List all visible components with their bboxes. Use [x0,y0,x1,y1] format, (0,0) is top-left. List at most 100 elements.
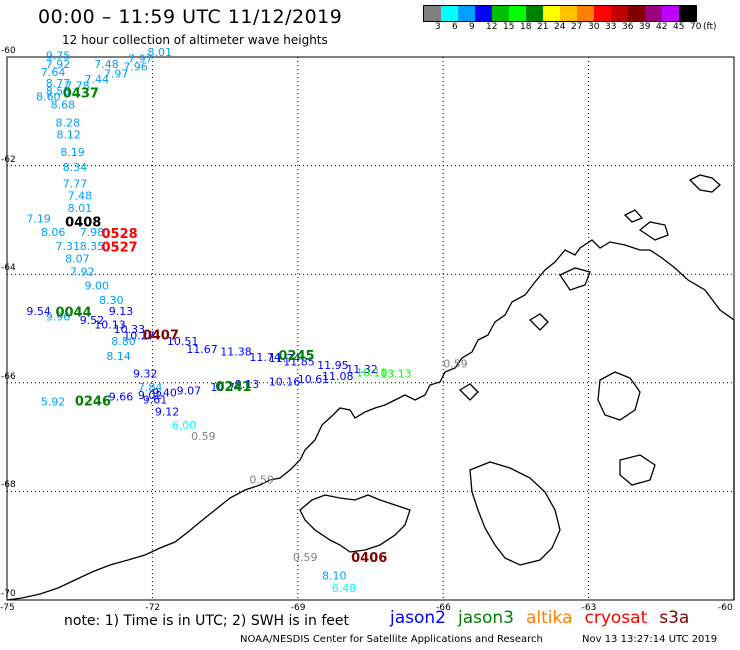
wave-height-value: 8.35 [80,240,105,253]
lat-label: -62 [1,154,16,165]
satellite-name: altika [526,608,573,628]
wave-height-value: 8.53 [46,85,70,98]
satellite-name: s3a [659,608,690,628]
wave-height-value: 8.34 [63,161,87,174]
legend-swatch [594,6,611,21]
legend-label: 33 [605,22,617,32]
wave-height-value: 10.33 [114,323,146,336]
wave-height-value: 8.68 [51,99,75,112]
footer-note: note: 1) Time is in UTC; 2) SWH is in fe… [64,613,350,629]
legend-label: 12 [486,22,498,32]
lat-label: -60 [1,46,16,56]
satellite-name: jason2 [390,608,446,628]
wave-height-value: 9.02 [138,389,163,402]
lat-label: -68 [1,480,16,491]
legend-label: 15 [503,22,515,32]
wave-height-value: 8.06 [41,226,66,239]
wave-height-value: 9.61 [143,393,168,406]
wave-height-value: 9.52 [80,314,105,327]
wave-height-points: 9.75 8.017.977.487.92 7.967.977.447.647.78… [26,46,467,595]
wave-height-value: 9.13 [235,378,260,391]
coastline [6,174,735,601]
wave-height-value: 0.59 [443,358,468,371]
wave-height-value: 8.30 [99,294,124,307]
pass-time-label: 0044 [55,306,91,321]
wave-height-value: 11.74 [269,352,301,365]
wave-height-value: 10.13 [94,319,126,332]
wave-height-value: 7.48 [68,189,93,202]
wave-height-value: 8.01 [68,202,93,215]
wave-height-value: 7.78 [65,80,90,93]
wave-height-value: 6.00 [172,419,197,432]
wave-height-value: 9.12 [155,405,180,418]
wave-height-value: 9.00 [85,279,110,292]
wave-height-value: 9.07 [177,385,202,398]
wave-height-value: 7.64 [41,66,66,79]
wave-height-value: 10.61 [298,373,330,386]
lon-label: -66 [436,603,451,613]
wave-height-value: 6.48 [332,582,357,595]
wave-height-value: 9.32 [133,367,158,380]
wave-height-value: 7.84 [138,381,163,394]
legend-swatch [509,6,526,21]
legend-label: 24 [554,22,566,32]
wave-height-value: 7.98 [80,226,105,239]
wave-height-value: 7.19 [26,213,50,226]
legend-swatch [662,6,679,21]
wave-height-value: 11.38 [220,346,252,359]
pass-time-label: 0407 [143,328,179,343]
legend-swatch [560,6,577,21]
wave-height-value: 10.51 [167,335,199,348]
lat-label: -70 [1,589,16,599]
wave-height-value: 8.07 [65,252,90,265]
wave-height-value: 8.77 [46,77,70,90]
wave-height-value: 13.13 [380,367,412,380]
wave-height-value: 7.31 [55,240,80,253]
wave-height-value: 7.48 [94,58,119,71]
lon-label: -60 [718,603,733,613]
pass-time-label: 0437 [63,87,99,102]
wave-height-value: 10.16 [269,376,301,389]
legend-label: 18 [520,22,532,32]
lon-label: -75 [0,603,15,613]
legend-swatch [458,6,475,21]
graticule [7,57,734,600]
legend-swatch [441,6,458,21]
wave-height-value: 8.80 [111,335,136,348]
wave-height-value: 7.92 [46,58,70,71]
pass-time-label: 0246 [75,395,111,410]
wave-height-value: 0.59 [293,551,318,564]
wave-height-value: 10.74 [211,381,243,394]
legend-label: 36 [622,22,634,32]
legend-label: 3 [435,22,441,32]
wave-height-value: 10.27 [123,329,155,342]
legend-label: 9 [469,22,475,32]
lon-label: -72 [145,603,161,613]
wave-height-value: 9.13 [109,305,134,318]
wave-height-value: 9.96 [46,310,70,323]
lat-label: -66 [1,371,16,382]
wave-height-value: 7.97 [104,68,129,81]
legend-label: 27 [571,22,583,32]
wave-height-value: 11.85 [283,355,315,368]
credit-text: NOAA/NESDIS Center for Satellite Applica… [240,634,543,645]
legend-swatch [492,6,509,21]
legend-label: 6 [452,22,458,32]
legend-swatch [424,6,441,21]
pass-time-label: 0528 [102,227,138,242]
wave-height-value: 9.40 [152,386,177,399]
wave-height-value: 7.96 [123,61,148,74]
wave-height-value: 5.92 [41,396,66,409]
wave-height-value: 8.01 [148,46,173,59]
wave-height-value: 9.66 [109,391,134,404]
wave-height-value: 8.19 [60,146,85,159]
wave-height-value: 8.14 [106,350,130,363]
wave-height-value: 8.60 [36,90,61,103]
wave-height-value: 8.12 [56,128,81,141]
legend-swatch [679,6,696,21]
pass-time-label: 0245 [278,349,314,364]
wave-height-value: 7.97 [128,52,153,65]
legend-label: 70 [690,22,702,32]
legend-swatch [526,6,543,21]
